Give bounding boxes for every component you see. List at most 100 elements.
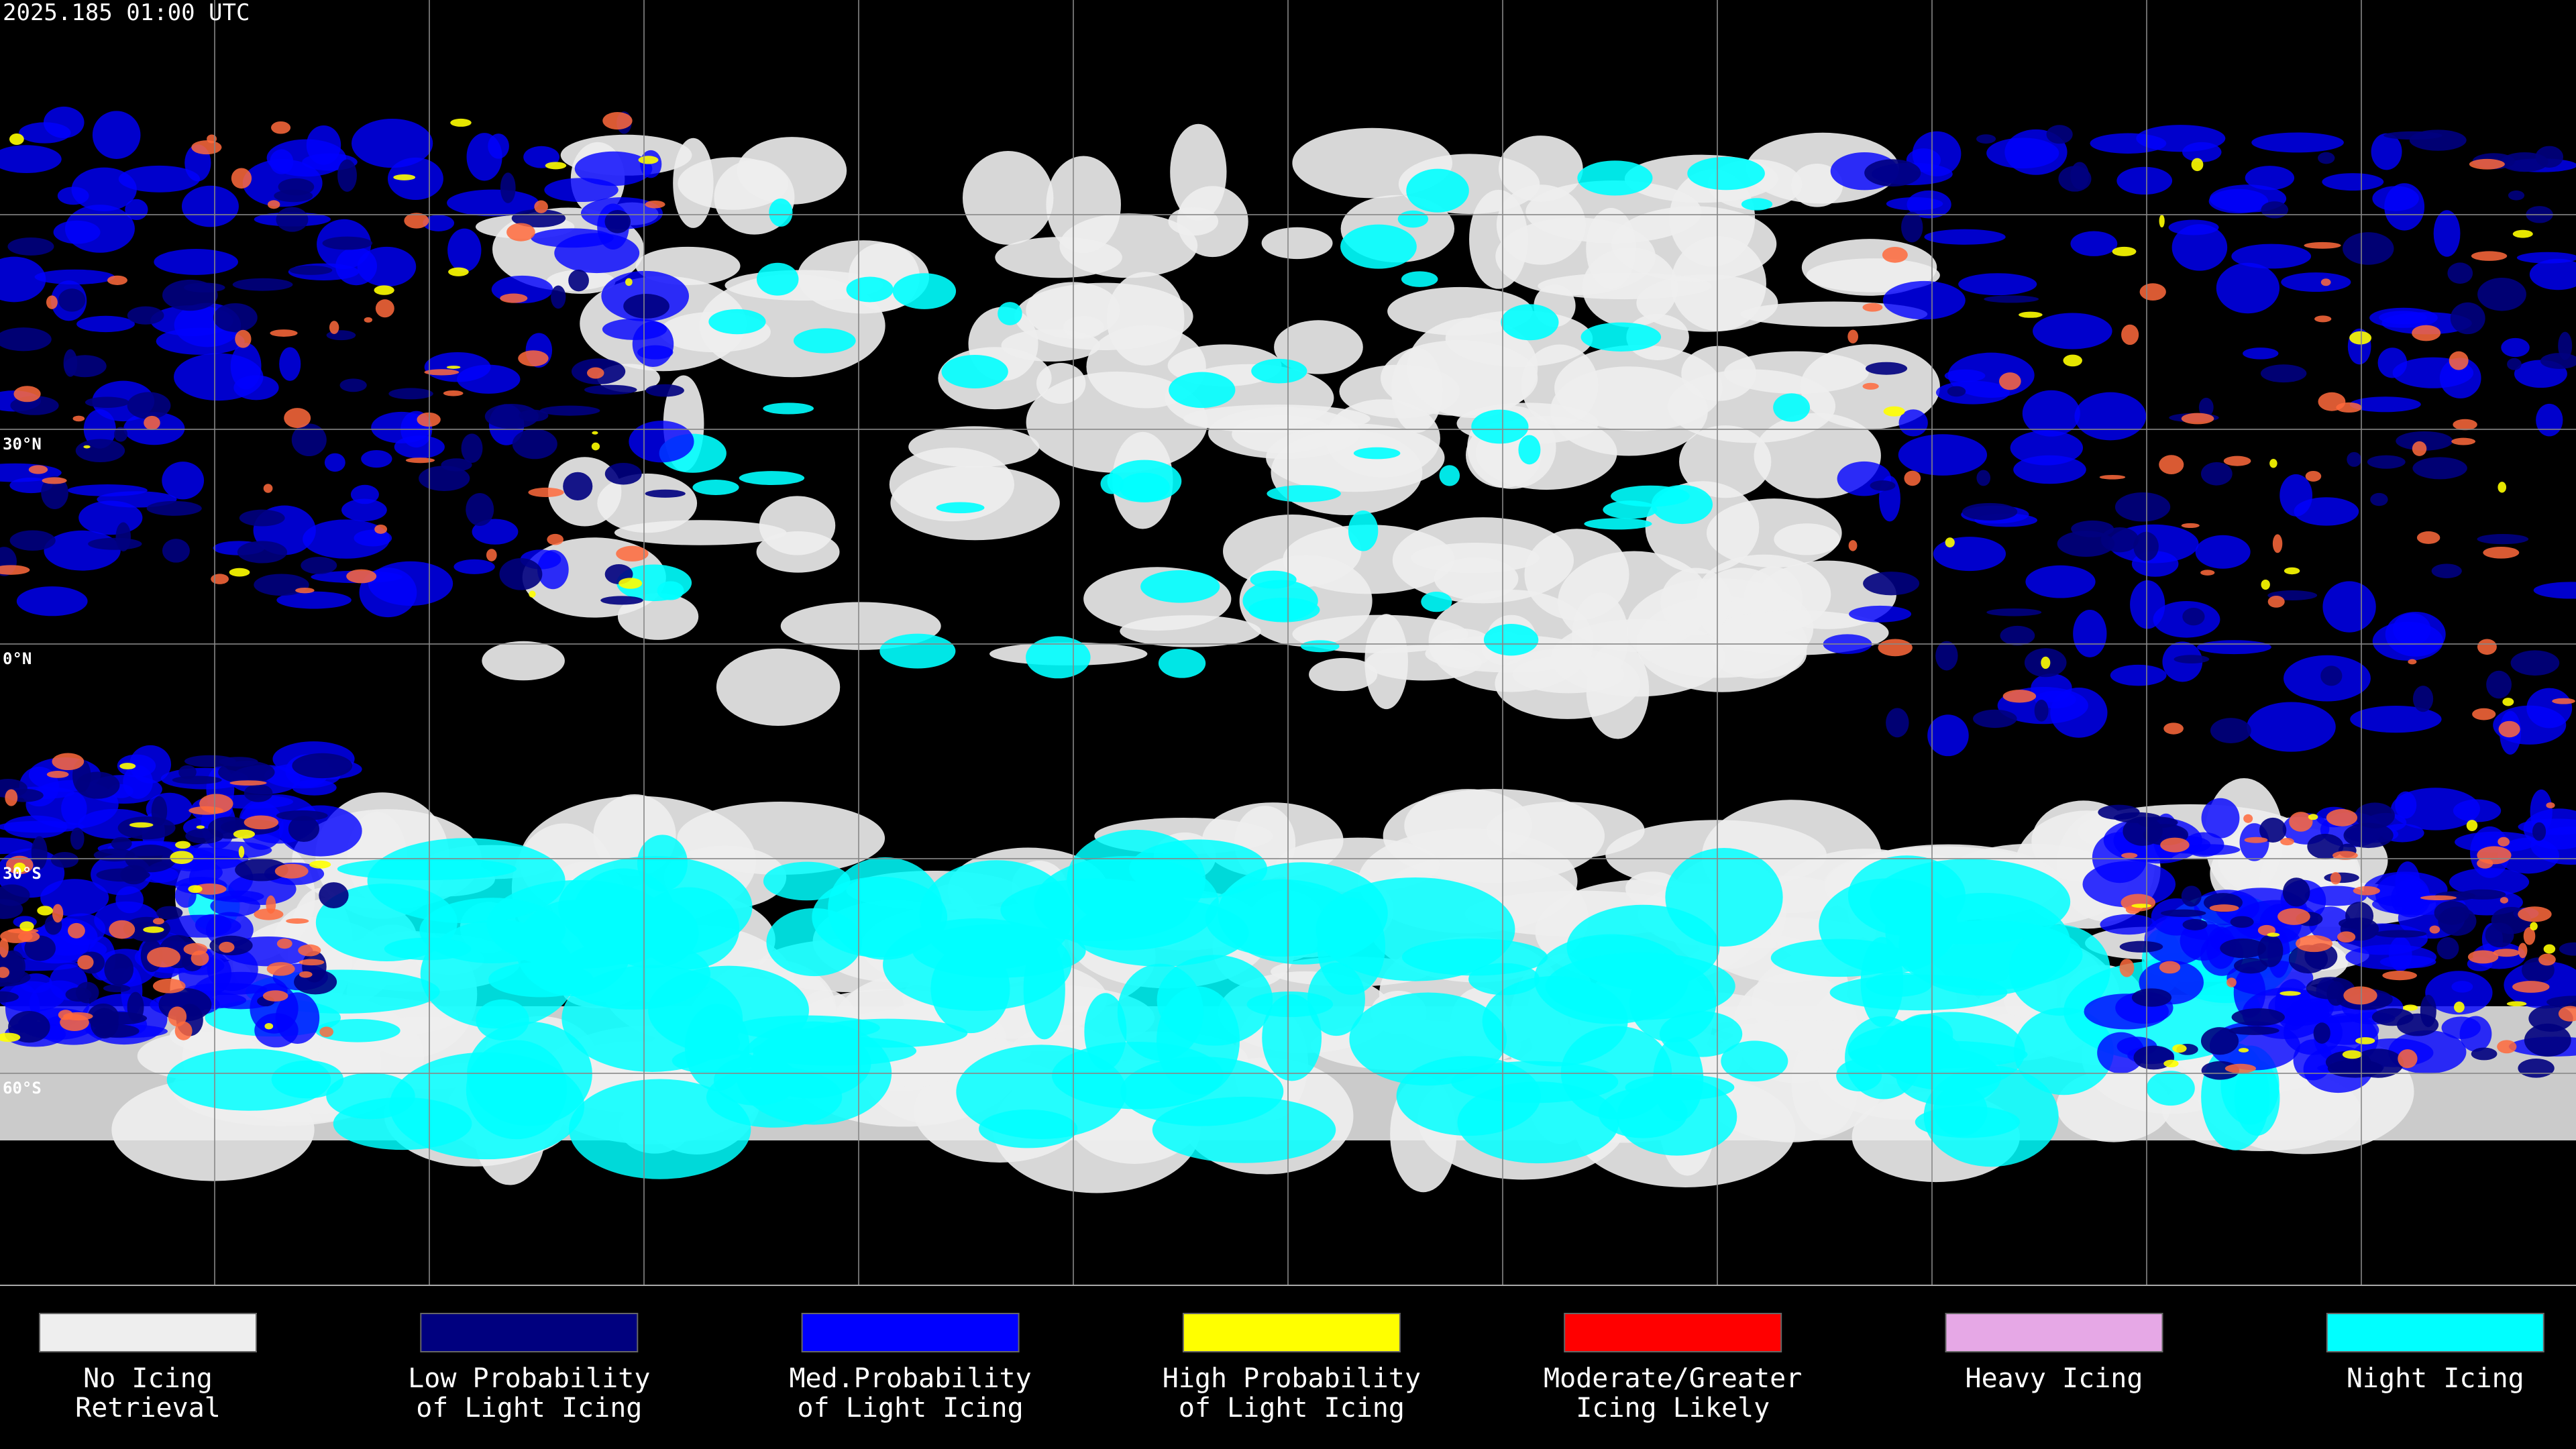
icing-patch — [2558, 331, 2573, 360]
cloud-patch — [962, 151, 1054, 245]
icing-patch — [90, 1012, 148, 1025]
icing-patch — [2245, 166, 2295, 191]
icing-patch — [88, 537, 142, 550]
timestamp: 2025.185 01:00 UTC — [3, 0, 250, 26]
icing-patch — [1904, 470, 1921, 486]
icing-patch — [5, 789, 18, 806]
night-icing-patch — [1316, 877, 1515, 981]
icing-patch — [1912, 131, 1962, 176]
icing-patch — [37, 906, 53, 916]
icing-patch — [147, 947, 180, 968]
icing-patch — [2182, 142, 2222, 162]
icing-patch — [1958, 273, 2037, 296]
icing-patch — [1986, 608, 2042, 616]
icing-patch — [75, 981, 99, 1004]
icing-patch — [2558, 1006, 2576, 1022]
icing-patch — [2451, 981, 2473, 993]
icing-patch — [2131, 988, 2172, 1007]
icing-patch — [271, 121, 291, 134]
night-icing-patch — [1348, 510, 1379, 551]
night-icing-patch — [1483, 624, 1539, 656]
icing-patch — [528, 487, 564, 498]
icing-patch — [2523, 926, 2536, 945]
icing-patch — [19, 122, 71, 144]
icing-patch — [2231, 244, 2312, 269]
icing-patch — [2533, 582, 2576, 599]
icing-patch — [1962, 502, 2018, 521]
icing-patch — [2216, 262, 2280, 314]
icing-patch — [2477, 277, 2526, 311]
icing-patch — [53, 220, 101, 244]
night-icing-patch — [616, 564, 692, 602]
icing-patch — [211, 574, 229, 584]
icing-patch — [2121, 894, 2156, 912]
legend-swatch — [39, 1313, 257, 1352]
icing-patch — [2267, 595, 2285, 608]
icing-patch — [324, 453, 345, 472]
icing-patch — [2408, 659, 2417, 665]
icing-patch — [506, 223, 535, 241]
night-icing-patch — [739, 471, 805, 485]
night-icing-patch — [333, 1097, 472, 1150]
icing-patch — [0, 981, 65, 1012]
icing-patch — [2538, 953, 2556, 966]
icing-patch — [2486, 670, 2512, 699]
icing-patch — [2220, 938, 2267, 959]
icing-patch — [2002, 690, 2037, 703]
night-icing-patch — [1625, 1074, 1735, 1101]
latitude-label: 30°N — [3, 435, 42, 453]
icing-patch — [2182, 918, 2208, 930]
icing-patch — [629, 421, 694, 463]
icing-patch — [2345, 944, 2437, 970]
icing-patch — [50, 852, 79, 868]
night-icing-patch — [828, 857, 943, 960]
cloud-patch — [759, 496, 836, 555]
icing-patch — [450, 118, 472, 127]
cloud-patch — [1001, 329, 1101, 362]
icing-patch — [2412, 457, 2467, 480]
icing-patch — [2121, 853, 2138, 859]
icing-patch — [188, 885, 203, 894]
icing-patch — [299, 971, 313, 978]
icing-patch — [461, 433, 483, 464]
icing-patch — [2247, 702, 2336, 752]
icing-patch — [640, 150, 662, 178]
night-icing-patch — [1896, 1049, 2001, 1106]
icing-patch — [218, 761, 275, 784]
icing-patch — [77, 955, 94, 970]
night-icing-patch — [763, 861, 851, 901]
icing-patch — [2113, 812, 2161, 823]
icing-patch — [2508, 191, 2525, 201]
icing-patch — [447, 228, 482, 272]
icing-patch — [2347, 451, 2362, 467]
icing-patch — [107, 275, 127, 285]
icing-patch — [0, 565, 30, 575]
icing-patch — [42, 477, 67, 484]
icing-patch — [181, 185, 239, 227]
night-icing-patch — [1885, 890, 1926, 967]
icing-patch — [127, 306, 164, 325]
icing-patch — [93, 849, 136, 862]
icing-patch — [2377, 347, 2408, 378]
latitude-label: 0°N — [3, 649, 32, 668]
legend-swatch — [801, 1313, 1020, 1352]
icing-patch — [600, 596, 643, 605]
icing-patch — [2512, 981, 2550, 993]
icing-patch — [175, 841, 191, 849]
icing-patch — [2524, 1023, 2571, 1057]
icing-patch — [266, 962, 295, 976]
cloud-patch — [1791, 163, 1843, 207]
icing-patch — [632, 321, 674, 367]
icing-patch — [586, 367, 604, 379]
legend-label: Low Probability — [408, 1363, 650, 1394]
icing-patch — [2326, 809, 2358, 826]
icing-patch — [2497, 1040, 2517, 1054]
icing-patch — [152, 918, 164, 924]
icing-patch — [2201, 798, 2240, 839]
icing-patch — [361, 449, 392, 468]
icing-patch — [453, 559, 495, 574]
icing-patch — [2441, 1016, 2481, 1039]
icing-patch — [357, 246, 417, 287]
legend-label: Retrieval — [75, 1393, 221, 1424]
icing-patch — [2449, 351, 2469, 370]
